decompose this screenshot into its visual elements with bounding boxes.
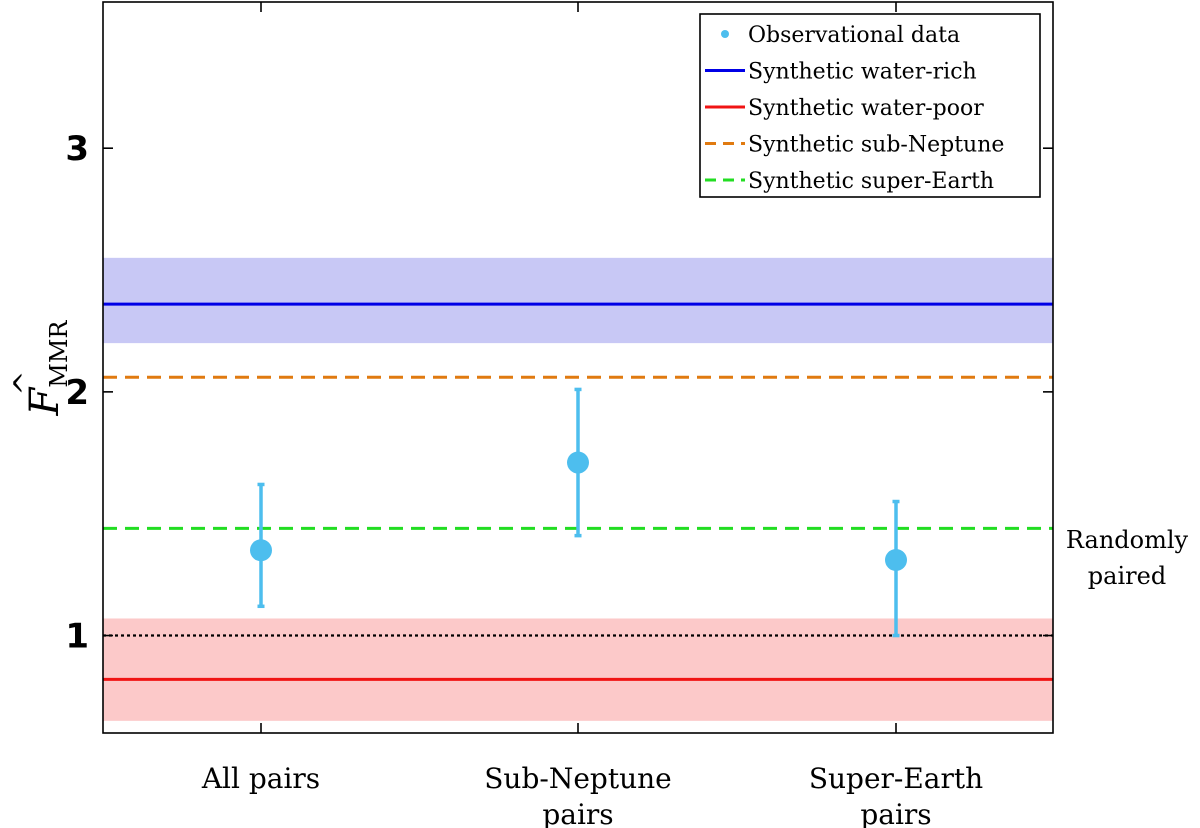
legend: Observational data Synthetic water-rich Sy… [699,13,1041,198]
confidence-band [103,618,1053,721]
legend-label: Synthetic water-poor [748,96,984,121]
confidence-band [103,257,1053,344]
legend-marker [721,30,729,38]
data-point [567,451,589,474]
observational-points [250,387,907,638]
x-tick-label: Super-Earth [809,762,983,795]
y-axis-label-text: FMMR [22,320,73,417]
y-label-subscript: MMR [45,320,73,388]
baseline-label: paired [1088,562,1166,590]
y-axis-label: FMMR^ [8,320,73,417]
x-tick-label: All pairs [201,762,320,795]
x-tick-label: pairs [860,798,931,828]
legend-label: Synthetic water-rich [748,60,977,85]
legend-box [699,13,1041,198]
y-label-hat: ^ [8,370,43,395]
baseline-label: Randomly [1066,526,1189,554]
data-point [250,539,272,562]
legend-label: Observational data [748,23,960,48]
baseline-annotation: Randomly paired [1066,526,1189,590]
y-label-main: F [22,386,68,416]
legend-label: Synthetic sub-Neptune [748,133,1004,158]
y-tick-label: 2 [65,373,89,413]
legend-label: Synthetic super-Earth [748,169,994,194]
y-tick-label: 1 [65,617,89,657]
x-tick-label: Sub-Neptune [484,762,671,795]
y-tick-label: 3 [65,129,89,169]
x-tick-label: pairs [542,798,613,828]
data-point [885,548,907,571]
